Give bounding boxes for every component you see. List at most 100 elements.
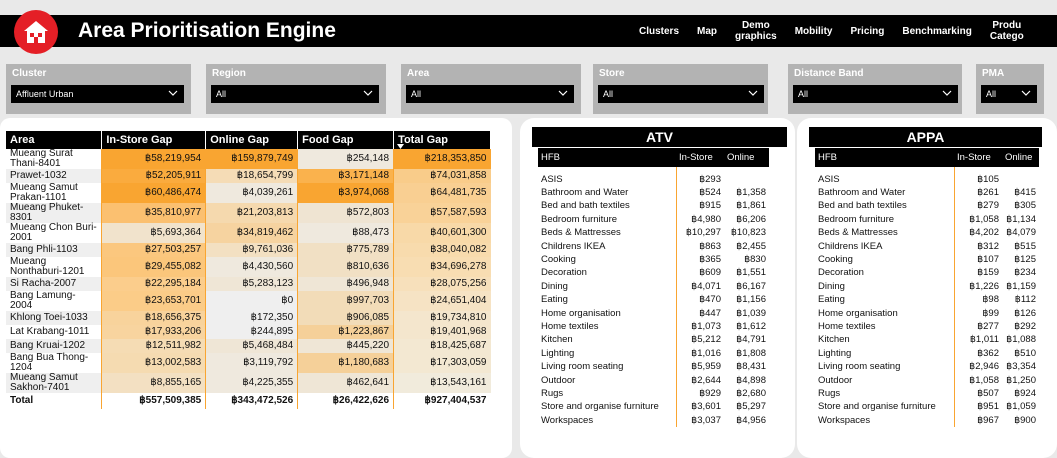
table-row[interactable]: Dining ฿1,226 ฿1,159 [815,280,1039,294]
hfb-cell: Decoration [818,267,864,279]
col-header-total-gap[interactable]: Total Gap [393,131,491,149]
table-row[interactable]: Bedroom furniture ฿1,058 ฿1,134 [815,213,1039,227]
table-row[interactable]: Mueang Surat Thani-8401 ฿58,219,954 ฿159,8… [6,149,491,169]
table-row[interactable]: Prawet-1032 ฿52,205,911 ฿18,654,799 ฿3,171,… [6,169,491,183]
app-title: Area Prioritisation Engine [78,19,336,42]
table-row[interactable]: Beds & Mattresses ฿10,297 ฿10,823 [538,226,769,240]
chevron-down-icon [168,90,178,96]
table-row[interactable]: Lat Krabang-1011 ฿17,933,206 ฿244,895 ฿1,22… [6,325,491,339]
table-row[interactable]: Lighting ฿1,016 ฿1,808 [538,347,769,361]
table-row[interactable]: Cooking ฿107 ฿125 [815,253,1039,267]
nav-map[interactable]: Map [697,25,718,37]
table-row[interactable]: Cooking ฿365 ฿830 [538,253,769,267]
store-dropdown[interactable]: All [598,85,764,103]
online-cell: ฿6,206 [736,213,766,225]
nav-mobility[interactable]: Mobility [794,25,833,37]
col-header-online[interactable]: Online [1002,148,1039,167]
table-row[interactable]: Workspaces ฿967 ฿900 [815,414,1039,428]
table-row[interactable]: Home textiles ฿277 ฿292 [815,320,1039,334]
col-header-hfb[interactable]: HFB [815,148,954,167]
table-row[interactable]: Home organisation ฿99 ฿126 [815,306,1039,321]
table-row[interactable]: Kitchen ฿1,011 ฿1,088 [815,333,1039,348]
table-row[interactable]: Lighting ฿362 ฿510 [815,347,1039,361]
table-row[interactable]: Living room seating ฿2,946 ฿3,354 [815,360,1039,374]
total-gap-cell: ฿19,734,810 [393,311,491,325]
online-cell: ฿1,156 [736,294,766,306]
table-row[interactable]: Mueang Phuket-8301 ฿35,810,977 ฿21,203,813… [6,203,491,223]
table-row[interactable]: Mueang Samut Sakhon-7401 ฿8,855,165 ฿4,225… [6,373,491,393]
table-row[interactable]: Rugs ฿929 ฿2,680 [538,387,769,401]
hfb-cell: ASIS [818,173,840,185]
chevron-down-icon [1021,90,1031,96]
table-row[interactable]: Mueang Samut Prakan-1101 ฿60,486,474 ฿4,03… [6,183,491,203]
col-header-food-gap[interactable]: Food Gap [297,131,395,149]
table-row[interactable]: Decoration ฿609 ฿1,551 [538,266,769,281]
online-gap-cell: ฿244,895 [205,325,298,339]
table-row[interactable]: Kitchen ฿5,212 ฿4,791 [538,333,769,348]
online-gap-cell: ฿4,430,560 [205,257,298,277]
food-gap-cell: ฿496,948 [297,277,394,291]
col-header-instore[interactable]: In-Store [954,148,1002,167]
instore-cell: ฿107 [953,253,1002,267]
cluster-dropdown[interactable]: Affluent Urban [11,85,184,103]
online-cell: ฿2,455 [736,240,766,252]
table-row[interactable]: Bedroom furniture ฿4,980 ฿6,206 [538,213,769,227]
online-cell: ฿4,079 [1006,227,1036,239]
table-row[interactable]: Bed and bath textiles ฿915 ฿1,861 [538,199,769,214]
region-dropdown[interactable]: All [211,85,379,103]
table-row[interactable]: Bang Bua Thong-1204 ฿13,002,583 ฿3,119,792… [6,353,491,373]
nav-benchmarking[interactable]: Benchmarking [902,25,972,37]
nav-demographics[interactable]: Demo graphics [735,20,777,42]
table-row[interactable]: Childrens IKEA ฿312 ฿515 [815,239,1039,254]
table-row[interactable]: Eating ฿470 ฿1,156 [538,293,769,307]
table-row[interactable]: Rugs ฿507 ฿924 [815,387,1039,401]
col-header-area[interactable]: Area [6,131,103,149]
table-row[interactable]: Store and organise furniture ฿951 ฿1,059 [815,400,1039,415]
instore-cell: ฿1,016 [675,347,724,361]
table-row[interactable]: Bed and bath textiles ฿279 ฿305 [815,199,1039,214]
table-row[interactable]: Bang Phli-1103 ฿27,503,257 ฿9,761,036 ฿775,… [6,243,491,257]
table-row[interactable]: Workspaces ฿3,037 ฿4,956 [538,414,769,428]
table-row[interactable]: Mueang Chon Buri-2001 ฿5,693,364 ฿34,819,4… [6,223,491,243]
online-cell: ฿900 [1014,414,1036,426]
col-header-hfb[interactable]: HFB [538,148,676,167]
pma-dropdown[interactable]: All [981,85,1037,103]
food-gap-cell: ฿572,803 [297,203,394,223]
table-row[interactable]: Outdoor ฿1,058 ฿1,250 [815,373,1039,388]
nav-product-category[interactable]: Produ Catego [989,20,1024,42]
col-header-online[interactable]: Online [724,148,769,167]
col-header-instore-gap[interactable]: In-Store Gap [101,131,207,149]
table-row[interactable]: Bang Kruai-1202 ฿12,511,982 ฿5,468,484 ฿445… [6,339,491,353]
table-row[interactable]: Khlong Toei-1033 ฿18,656,375 ฿172,350 ฿906,… [6,311,491,325]
table-row[interactable]: Decoration ฿159 ฿234 [815,266,1039,281]
table-row[interactable]: Eating ฿98 ฿112 [815,293,1039,307]
distance-band-dropdown[interactable]: All [793,85,958,103]
area-name-cell: Mueang Surat Thani-8401 [6,149,102,169]
table-row[interactable]: Bathroom and Water ฿261 ฿415 [815,186,1039,200]
table-row[interactable]: ASIS ฿293 [538,173,769,187]
table-row[interactable]: Bang Lamung-2004 ฿23,653,701 ฿0 ฿997,703 ฿24… [6,291,491,311]
table-row[interactable]: Dining ฿4,071 ฿6,167 [538,280,769,294]
nav-clusters[interactable]: Clusters [639,25,680,37]
col-header-online-gap[interactable]: Online Gap [205,131,299,149]
food-gap-cell: ฿775,789 [297,243,394,257]
col-header-instore[interactable]: In-Store [676,148,724,167]
online-cell: ฿8,431 [736,361,766,373]
hfb-cell: Lighting [818,347,852,359]
table-row[interactable]: Living room seating ฿5,959 ฿8,431 [538,360,769,374]
table-row[interactable]: Bathroom and Water ฿524 ฿1,358 [538,186,769,200]
area-dropdown[interactable]: All [406,85,574,103]
area-name-cell: Mueang Samut Sakhon-7401 [6,373,102,393]
table-row[interactable]: Si Racha-2007 ฿22,295,184 ฿5,283,123 ฿496,9… [6,277,491,291]
dropdown-value: All [411,89,422,99]
table-row[interactable]: Home organisation ฿447 ฿1,039 [538,306,769,321]
table-row[interactable]: ASIS ฿105 [815,173,1039,187]
instore-cell: ฿863 [675,239,724,254]
table-row[interactable]: Store and organise furniture ฿3,601 ฿5,297 [538,400,769,415]
table-row[interactable]: Outdoor ฿2,644 ฿4,898 [538,373,769,388]
table-row[interactable]: Mueang Nonthaburi-1201 ฿29,455,082 ฿4,430,… [6,257,491,277]
nav-pricing[interactable]: Pricing [850,25,885,37]
table-row[interactable]: Childrens IKEA ฿863 ฿2,455 [538,239,769,254]
table-row[interactable]: Home textiles ฿1,073 ฿1,612 [538,320,769,334]
table-row[interactable]: Beds & Mattresses ฿4,202 ฿4,079 [815,226,1039,240]
